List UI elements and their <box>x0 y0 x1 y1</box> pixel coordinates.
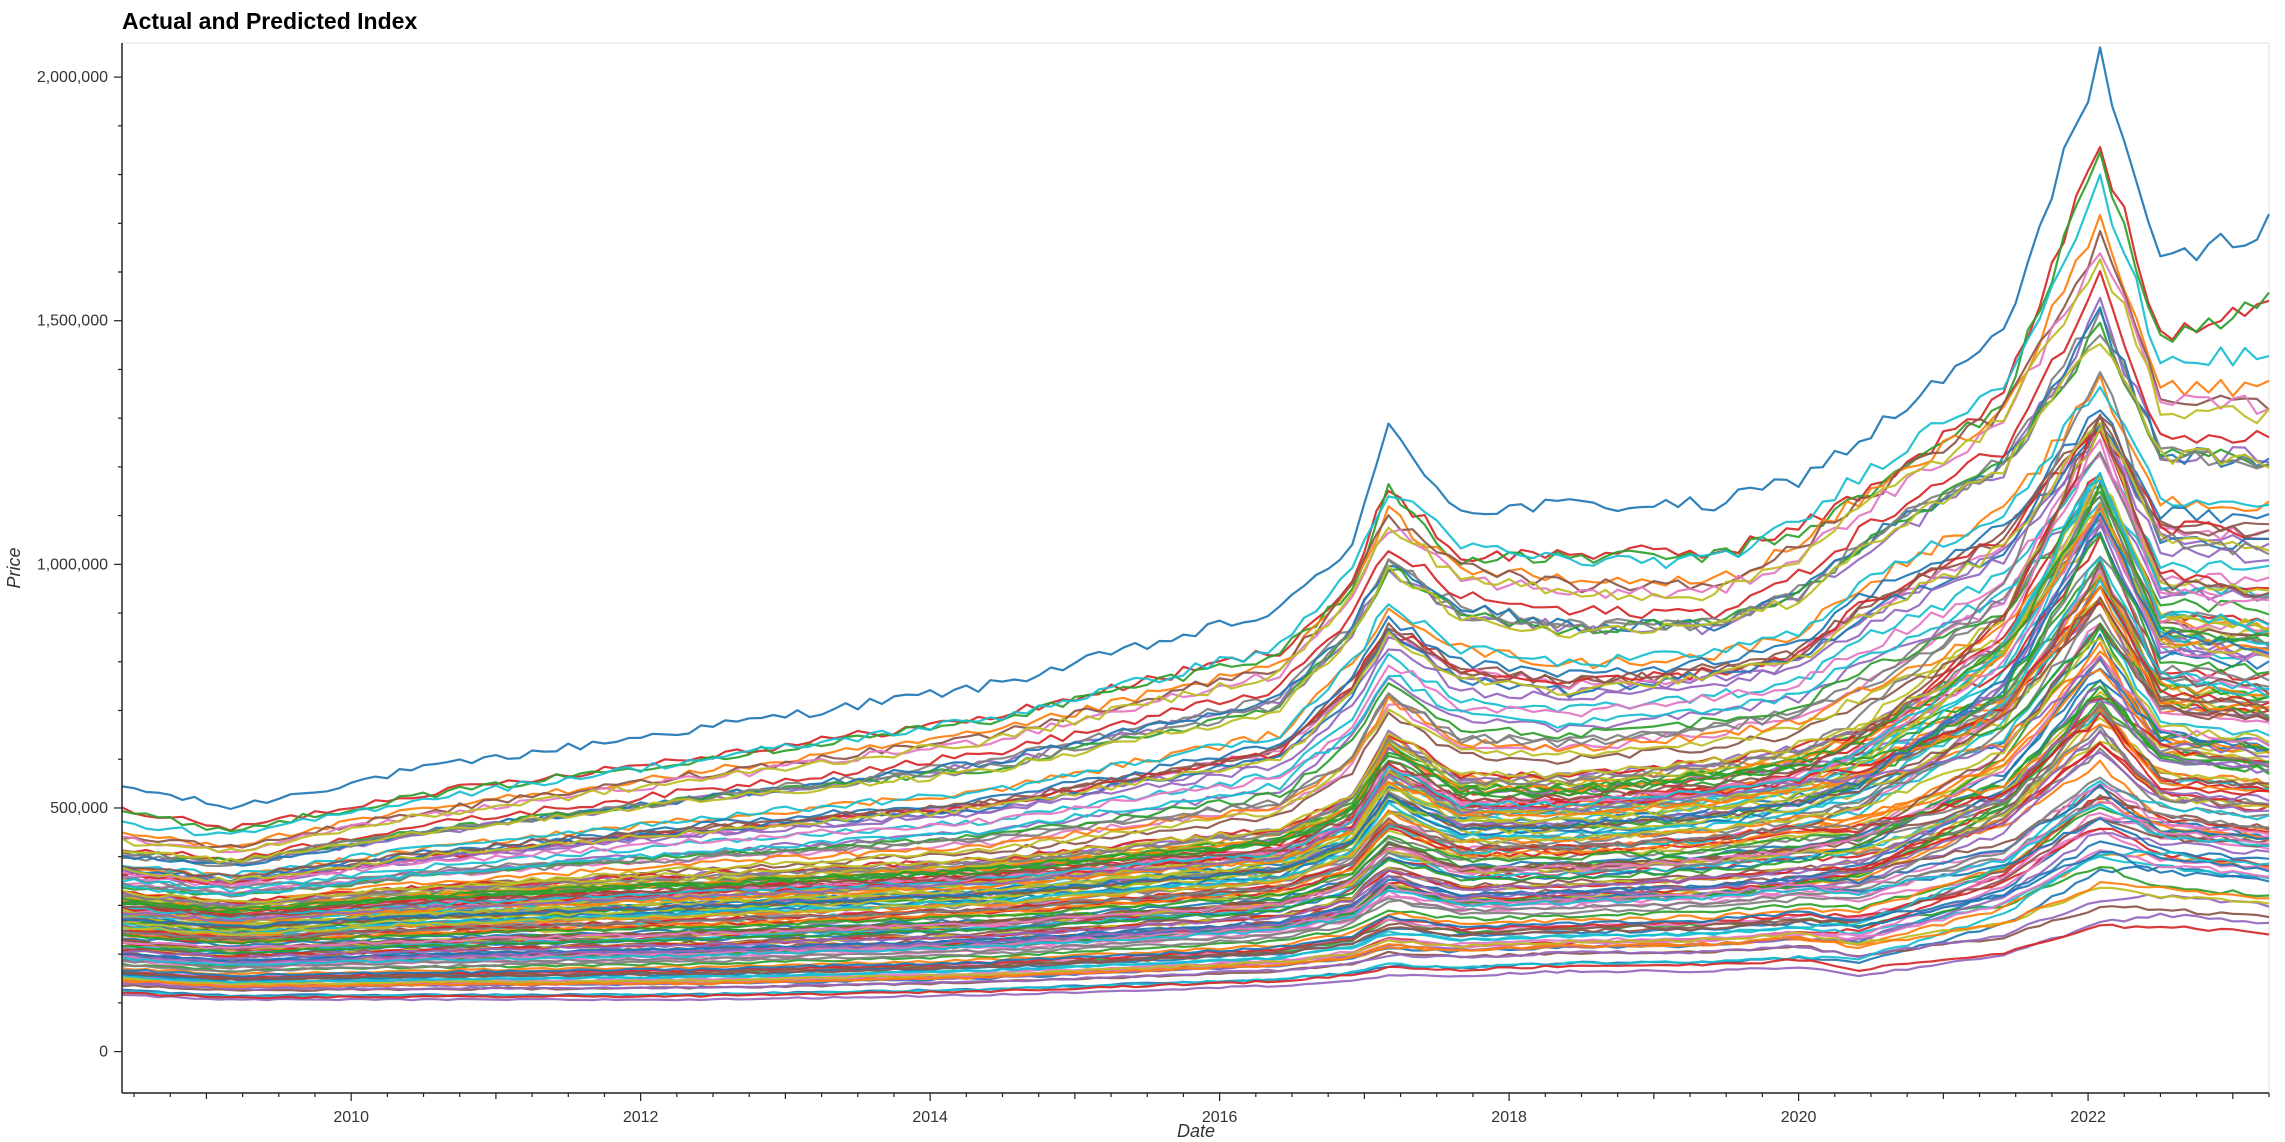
series-line <box>121 679 2270 961</box>
y-tick-label: 500,000 <box>50 800 108 817</box>
series-line <box>121 596 2270 930</box>
series-line <box>121 415 2270 878</box>
series-line <box>121 471 2270 921</box>
series-line <box>121 850 2270 978</box>
series-line <box>121 151 2270 833</box>
x-tick-label: 2022 <box>2070 1109 2106 1126</box>
series-line <box>121 472 2270 896</box>
x-axis-ticks: 2010 2012 2014 2016 2018 2020 2022 <box>133 1093 2270 1126</box>
series-line <box>121 374 2270 879</box>
series-line <box>121 655 2270 922</box>
series-line <box>121 514 2270 904</box>
series-line <box>121 427 2270 884</box>
series-line <box>121 334 2270 866</box>
x-axis-title: Date <box>1177 1121 1215 1141</box>
series-line <box>121 912 2270 1002</box>
series-line <box>121 385 2270 879</box>
series-line <box>121 483 2270 911</box>
series-line <box>121 495 2270 909</box>
series-line <box>121 886 2270 986</box>
y-tick-label: 0 <box>99 1044 108 1061</box>
series-line <box>121 213 2270 849</box>
series-line <box>121 637 2270 937</box>
series-line <box>121 783 2270 964</box>
y-axis-ticks: 0 500,000 1,000,000 1,500,000 2,000,000 <box>37 69 122 1061</box>
series-line <box>121 795 2270 981</box>
series-line <box>121 413 2270 918</box>
series-line <box>121 321 2270 862</box>
series-line <box>121 703 2270 970</box>
series-line <box>121 173 2270 837</box>
y-tick-label: 1,500,000 <box>37 313 108 330</box>
series-line <box>121 655 2270 950</box>
x-tick-label: 2020 <box>1781 1109 1817 1126</box>
x-tick-label: 2016 <box>1202 1109 1238 1126</box>
series-line <box>121 893 2270 991</box>
series-line <box>121 881 2269 989</box>
series-line <box>121 270 2270 862</box>
x-tick-label: 2012 <box>623 1109 659 1126</box>
series-line <box>122 477 2270 889</box>
y-axis-title: Price <box>4 547 24 588</box>
series-line <box>121 779 2270 985</box>
series-line <box>121 803 2270 966</box>
series-line <box>121 776 2270 974</box>
series-line <box>121 451 2270 893</box>
series-line <box>121 724 2270 940</box>
series-lines <box>121 46 2270 1002</box>
x-tick-label: 2014 <box>912 1109 948 1126</box>
series-line <box>121 454 2270 886</box>
x-tick-label: 2018 <box>1491 1109 1527 1126</box>
series-line <box>121 484 2270 897</box>
chart-title: Actual and Predicted Index <box>122 8 418 34</box>
y-tick-label: 2,000,000 <box>37 69 108 86</box>
series-line <box>121 699 2270 960</box>
x-tick-label: 2010 <box>333 1109 369 1126</box>
series-line <box>121 451 2270 898</box>
series-line <box>121 229 2270 849</box>
series-line <box>121 800 2270 976</box>
series-line <box>121 421 2270 884</box>
series-line <box>121 512 2270 929</box>
series-line <box>121 510 2270 904</box>
y-tick-label: 1,000,000 <box>37 556 108 573</box>
series-line <box>121 343 2270 864</box>
series-line <box>121 46 2270 811</box>
series-line <box>122 731 2270 965</box>
series-line <box>121 923 2270 1000</box>
series-line <box>121 258 2270 854</box>
